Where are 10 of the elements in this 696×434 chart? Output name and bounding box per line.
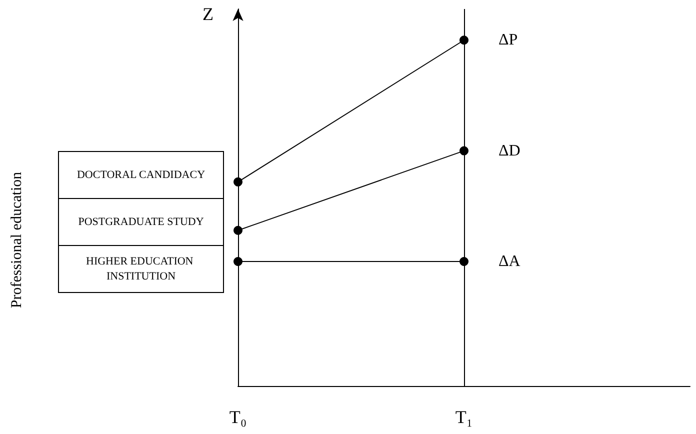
text: Professional education [9,171,25,308]
y-axis-title: Z [202,4,214,24]
text: HIGHER EDUCATION INSTITUTION [86,256,196,282]
series-label: ΔD [498,142,520,160]
series-label: ΔP [498,32,518,49]
series-label: ΔA [498,252,521,270]
x-tick-label: T₀ [229,407,247,427]
x-tick-label: T₁ [455,407,473,427]
text: POSTGRADUATE STUDY [78,216,204,228]
text: DOCTORAL CANDIDACY [76,169,206,181]
